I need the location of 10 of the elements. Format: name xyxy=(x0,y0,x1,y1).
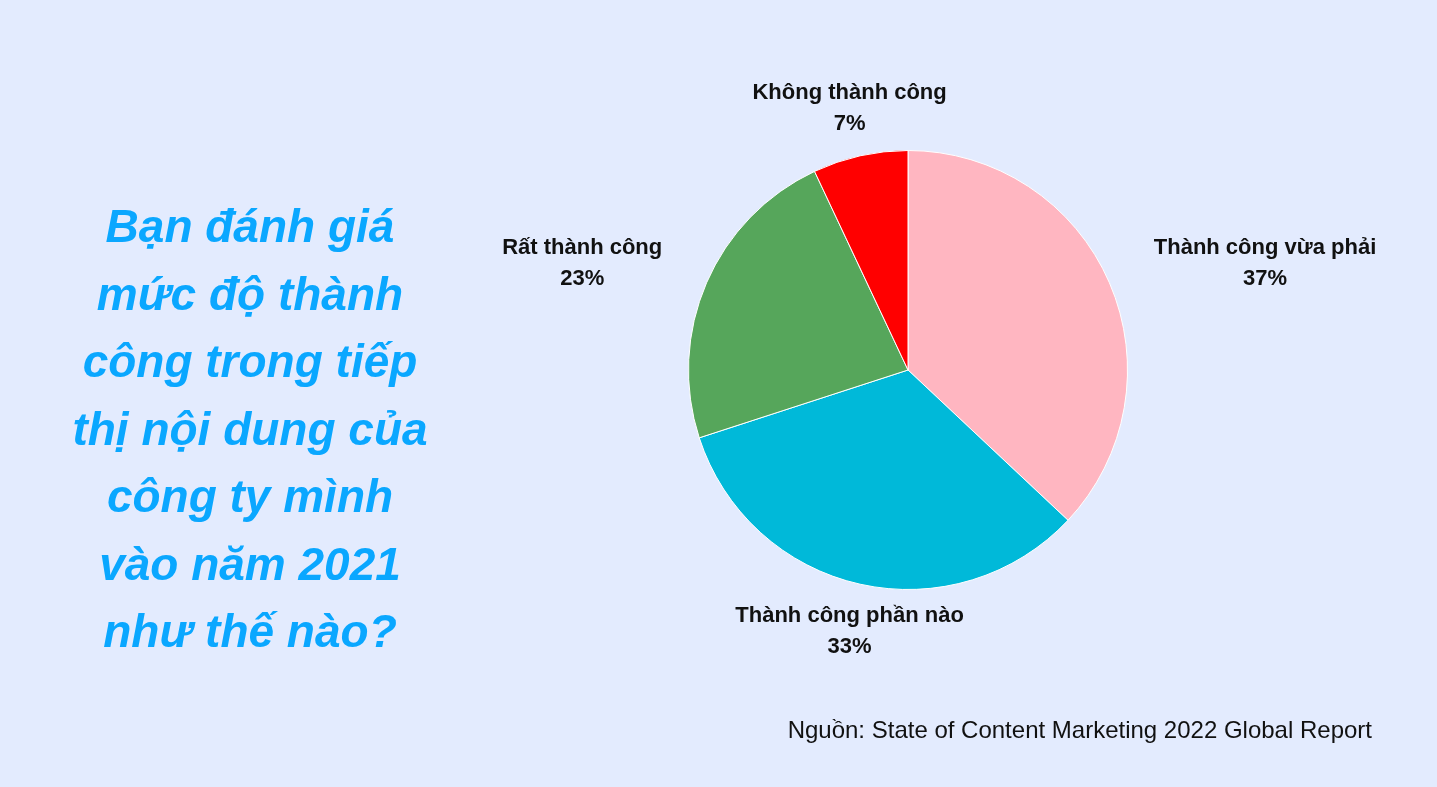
data-label: 23% xyxy=(560,265,605,291)
data-label: 7% xyxy=(833,110,866,136)
data-label: 37% xyxy=(1242,265,1288,291)
data-label: 33% xyxy=(827,632,872,658)
text: Bạn đánh giá mức độ thành công trong tiếp thị nội dung của công ty mình vào năm 2021 như thế nào? xyxy=(71,199,429,659)
slice-label: Thành công phần nào xyxy=(735,601,964,627)
slice-label: Rất thành công xyxy=(502,234,663,260)
text: Nguồn: State of Content Marketing 2022 Global Report xyxy=(787,716,1372,744)
slice-label: Thành công vừa phải xyxy=(1153,234,1377,260)
slice-label: Không thành công xyxy=(752,79,947,105)
